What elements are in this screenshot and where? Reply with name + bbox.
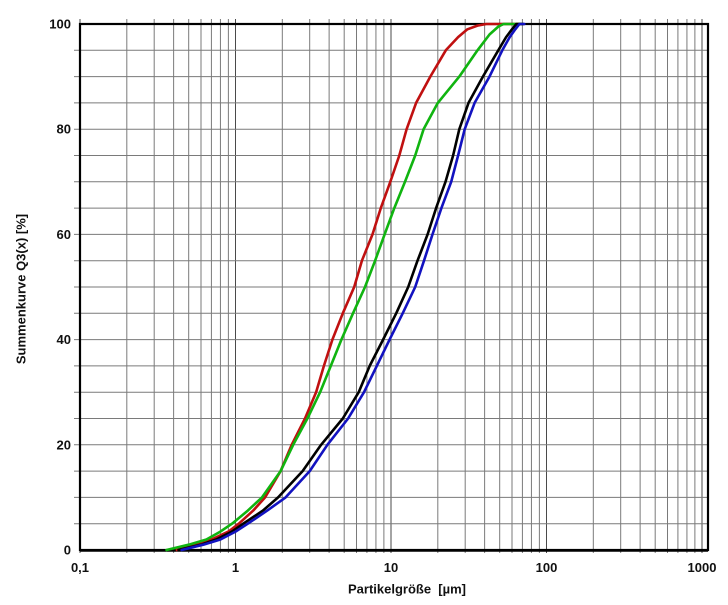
y-axis-title: Summenkurve Q3(x) [%] <box>13 213 29 365</box>
y-tick-label: 20 <box>57 437 71 452</box>
x-tick-label: 1000 <box>688 560 717 575</box>
y-tick-label: 60 <box>57 227 71 242</box>
plot-frame <box>78 22 710 552</box>
curve-green <box>165 22 524 552</box>
curve-red <box>175 22 524 552</box>
x-axis-title: Partikelgröße [µm] <box>347 581 467 597</box>
x-tick-label: 1 <box>232 560 239 575</box>
y-tick-label: 80 <box>57 122 71 137</box>
curve-blue <box>180 22 526 552</box>
curve-black <box>177 22 525 552</box>
x-tick-label: 10 <box>384 560 398 575</box>
y-tick-label: 40 <box>57 332 71 347</box>
x-tick-label: 0,1 <box>71 560 89 575</box>
x-tick-label: 100 <box>536 560 558 575</box>
y-tick-label: 100 <box>49 17 71 32</box>
y-tick-label: 0 <box>64 543 71 558</box>
